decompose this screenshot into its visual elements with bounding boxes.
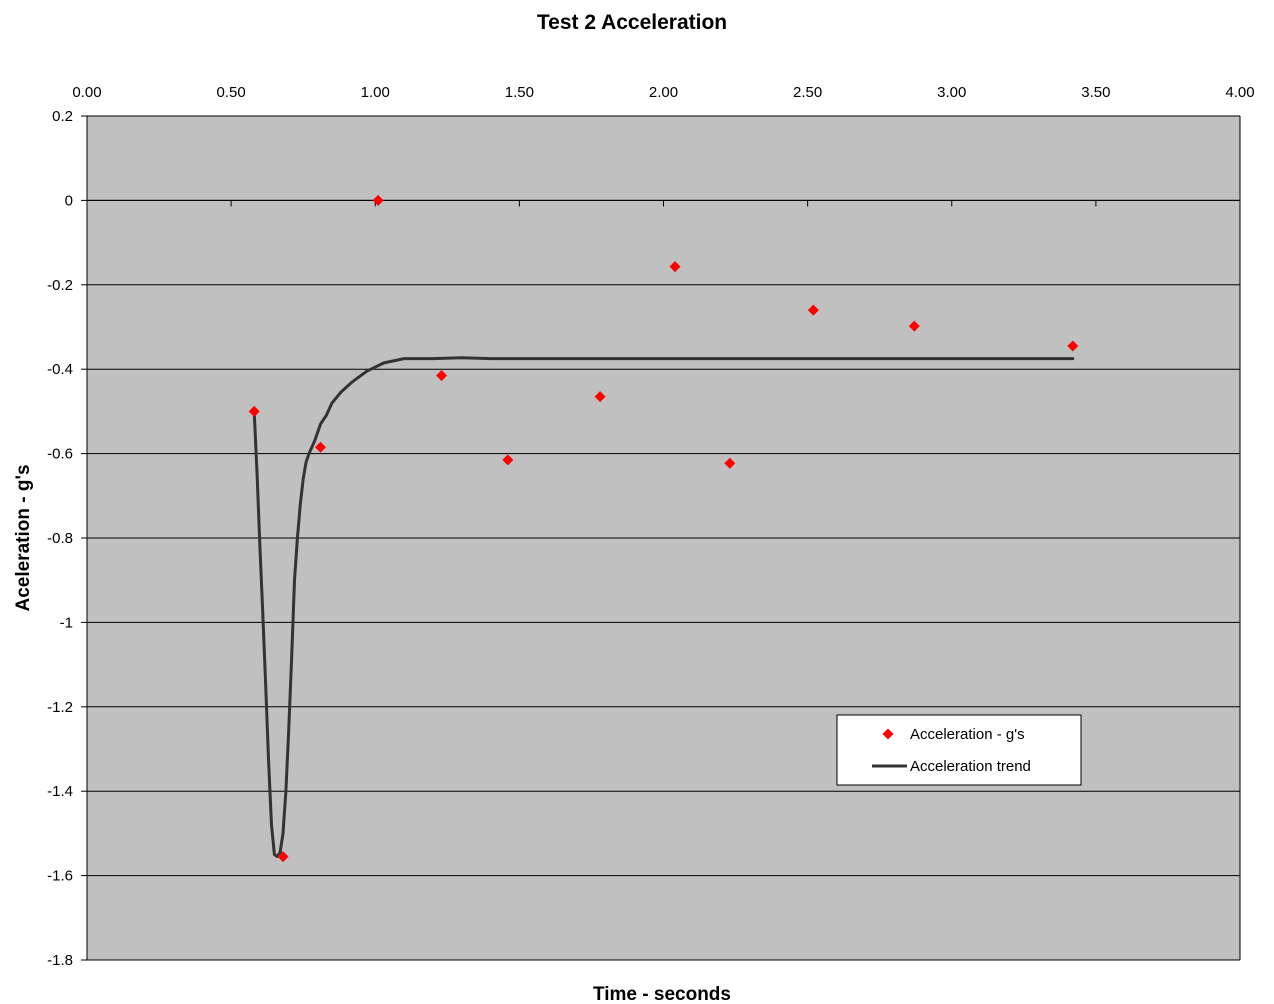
legend-label-scatter: Acceleration - g's xyxy=(910,726,1025,743)
legend-box xyxy=(836,714,1082,786)
y-tick-label: 0 xyxy=(65,192,73,209)
data-point xyxy=(436,370,448,382)
y-tick-label: -0.8 xyxy=(47,530,73,547)
y-tick-label: -0.6 xyxy=(47,446,73,463)
y-tick-label: -1.8 xyxy=(47,952,73,969)
plot-area-group: 0.2 0 -0.2 -0.4 -0.6 -0.8 -1 -1.2 -1.4 -1.6 -1.8 0.… xyxy=(47,84,1254,969)
x-tick-label: 1.00 xyxy=(361,84,390,101)
data-point xyxy=(594,391,606,403)
x-tick-label: 3.50 xyxy=(1081,84,1110,101)
y-tick-label: -0.4 xyxy=(47,361,73,378)
chart-title: Test 2 Acceleration xyxy=(537,11,727,34)
x-tick-label: 3.00 xyxy=(937,84,966,101)
data-point xyxy=(724,457,736,469)
data-point xyxy=(807,304,819,316)
y-tick-label: -1.4 xyxy=(47,783,73,800)
y-tick-label: -0.2 xyxy=(47,277,73,294)
data-point xyxy=(248,405,260,417)
legend-label-trend: Acceleration trend xyxy=(910,758,1031,775)
data-point xyxy=(277,851,289,863)
legend: Acceleration - g's Acceleration trend xyxy=(836,714,1082,786)
x-tick-label: 0.00 xyxy=(72,84,101,101)
y-tick-label: -1.2 xyxy=(47,699,73,716)
x-axis-title: Time - seconds xyxy=(593,984,731,1004)
trend-line xyxy=(252,356,1075,859)
y-tick-label: -1.6 xyxy=(47,868,73,885)
data-point xyxy=(314,441,326,453)
legend-marker-scatter xyxy=(882,728,894,740)
data-point xyxy=(372,194,384,206)
y-tick-label: -1 xyxy=(60,614,73,631)
data-point xyxy=(1067,340,1079,352)
data-point xyxy=(908,320,920,332)
x-tick-label: 2.50 xyxy=(793,84,822,101)
x-tick-label: 1.50 xyxy=(505,84,534,101)
x-tick-label: 0.50 xyxy=(217,84,246,101)
y-tick-label: 0.2 xyxy=(52,108,73,125)
data-point xyxy=(502,454,514,466)
x-tick-label: 2.00 xyxy=(649,84,678,101)
x-tick-label: 4.00 xyxy=(1225,84,1254,101)
y-axis-title: Aceleration - g's xyxy=(13,464,34,611)
data-point xyxy=(669,261,681,273)
